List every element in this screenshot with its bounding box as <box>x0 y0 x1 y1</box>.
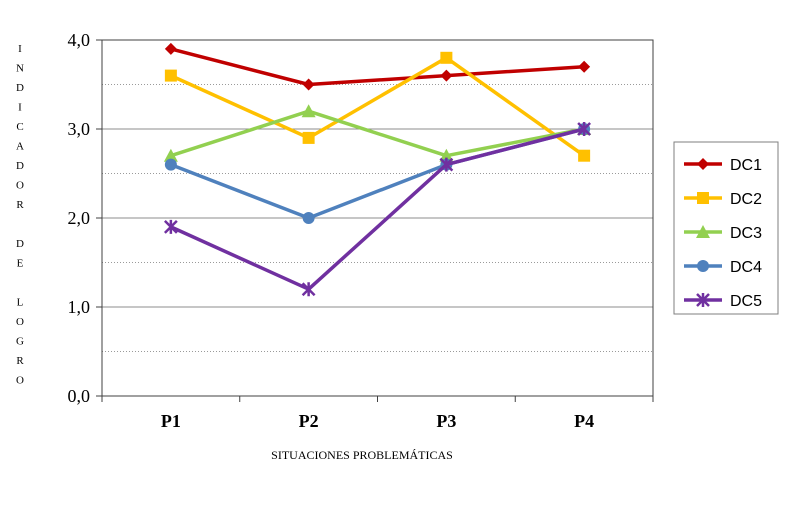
series-dc2 <box>164 51 591 162</box>
data-point <box>577 122 592 136</box>
y-tick-label: 1,0 <box>68 297 91 317</box>
y-axis-label-letter: D <box>16 238 24 250</box>
data-point <box>440 51 453 64</box>
data-point <box>697 158 709 170</box>
y-tick-labels: 0,0 1,0 2,0 3,0 4,0 <box>68 30 91 406</box>
data-point <box>697 192 709 204</box>
data-point <box>578 149 591 162</box>
y-axis-label-letter: O <box>16 316 24 328</box>
legend-label: DC4 <box>730 259 762 276</box>
series-dc5 <box>163 122 592 297</box>
y-axis-label-letter: L <box>17 297 24 309</box>
axes <box>96 39 654 402</box>
y-axis-label-letter: E <box>17 258 24 270</box>
y-tick-label: 4,0 <box>68 30 91 50</box>
series-line <box>170 109 585 158</box>
x-tick-label: P2 <box>299 411 319 431</box>
y-axis-label-letter: I <box>18 102 22 114</box>
legend-label: DC1 <box>730 157 762 174</box>
series-dc3 <box>163 104 592 162</box>
y-axis-label-letter: N <box>16 63 24 75</box>
data-point <box>164 69 177 82</box>
data-point <box>302 78 315 91</box>
legend-item-dc5: DC5 <box>684 293 762 310</box>
x-axis-label: SITUACIONES PROBLEMÁTICAS <box>271 448 453 462</box>
legend-label: DC2 <box>730 191 762 208</box>
data-point <box>164 158 177 171</box>
legend-item-dc4: DC4 <box>684 259 762 276</box>
y-axis-label-letter: A <box>16 141 24 153</box>
series-group <box>163 42 592 297</box>
series-dc1 <box>164 42 591 91</box>
series-line <box>170 47 585 87</box>
data-point <box>697 260 709 272</box>
series-line <box>170 127 585 291</box>
x-tick-label: P3 <box>436 411 456 431</box>
y-tick-label: 3,0 <box>68 119 91 139</box>
y-tick-label: 0,0 <box>68 386 91 406</box>
legend-item-dc3: DC3 <box>684 225 762 242</box>
data-point <box>301 104 316 118</box>
y-axis-label-letter: O <box>16 180 24 192</box>
grid <box>102 39 653 352</box>
data-point <box>439 148 454 162</box>
y-axis-label-letter: D <box>16 82 24 94</box>
legend: DC1 DC2 DC3 DC4 DC5 <box>673 141 779 315</box>
data-point <box>163 219 178 234</box>
y-axis-label-letter: G <box>16 336 24 348</box>
data-point <box>163 148 178 162</box>
legend-label: DC5 <box>730 293 762 310</box>
y-axis-label-letter: R <box>16 355 24 367</box>
data-point <box>302 212 315 224</box>
legend-item-dc1: DC1 <box>684 157 762 174</box>
data-point <box>696 225 710 238</box>
data-point <box>696 293 710 307</box>
legend-box <box>673 141 779 315</box>
y-axis-label-letter: D <box>16 160 24 172</box>
data-point <box>301 282 316 297</box>
data-point <box>439 157 454 172</box>
data-point <box>164 42 177 55</box>
y-axis-label-letter: R <box>16 199 24 211</box>
data-point <box>440 69 453 82</box>
series-line <box>170 56 586 158</box>
y-tick-label: 2,0 <box>68 208 91 228</box>
x-tick-labels: P1 P2 P3 P4 <box>161 411 594 431</box>
data-point <box>302 131 315 144</box>
x-tick-label: P1 <box>161 411 181 431</box>
legend-item-dc2: DC2 <box>684 191 762 208</box>
y-axis-label-letter: I <box>18 43 22 55</box>
legend-label: DC3 <box>730 225 762 242</box>
y-axis-label-letter: C <box>16 121 23 133</box>
y-axis-label-letter: O <box>16 375 24 387</box>
x-tick-label: P4 <box>574 411 594 431</box>
data-point <box>578 60 591 73</box>
